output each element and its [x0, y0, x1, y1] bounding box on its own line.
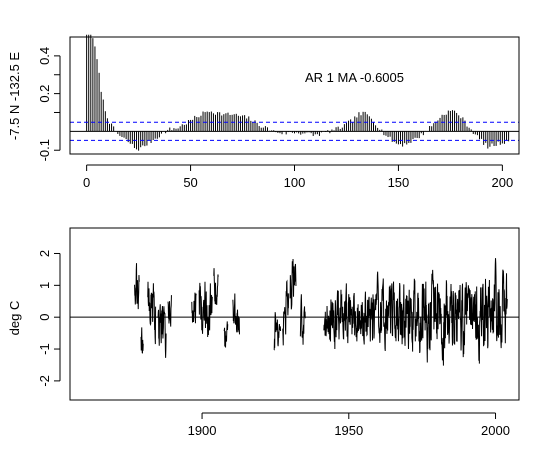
temperature-segment — [147, 281, 157, 345]
temperature-x-axis: 1900 1950 2000 — [188, 412, 510, 438]
temperature-y-tick-label: 2 — [37, 250, 52, 257]
temperature-segment — [232, 293, 240, 335]
acf-bars — [86, 34, 510, 151]
temperature-segment — [223, 321, 229, 348]
temperature-segment — [140, 327, 144, 354]
acf-model-annotation: AR 1 MA -0.6005 — [305, 70, 404, 85]
temperature-y-axis: -2 -1 0 1 2 — [37, 250, 61, 387]
temperature-segment — [273, 312, 282, 351]
temperature-y-tick-label: -1 — [37, 343, 52, 355]
acf-x-axis: 0 50 100 150 200 — [83, 164, 514, 190]
acf-y-tick-label: 0.2 — [37, 85, 52, 103]
temperature-segment — [134, 263, 140, 310]
acf-x-tick-label: 50 — [183, 175, 197, 190]
temperature-segment — [289, 258, 297, 310]
temperature-y-tick-label: -2 — [37, 375, 52, 387]
temperature-x-tick-label: 1950 — [334, 423, 363, 438]
temperature-segment — [299, 294, 306, 345]
temperature-y-tick-label: 1 — [37, 282, 52, 289]
acf-panel: 0 50 100 150 200 -0.10.20.4 AR 1 MA -0.6005 … — [7, 34, 520, 190]
acf-x-tick-label: 200 — [492, 175, 514, 190]
temperature-panel: 1900 1950 2000 -2 -1 0 1 2 deg C — [7, 227, 520, 438]
temperature-segment — [191, 292, 197, 324]
acf-y-tick-label: 0.4 — [37, 47, 52, 65]
temperature-y-axis-label: deg C — [7, 301, 22, 336]
temperature-segment — [213, 268, 219, 305]
acf-x-tick-label: 100 — [284, 175, 306, 190]
temperature-x-tick-label: 2000 — [481, 423, 510, 438]
temperature-series — [134, 258, 508, 366]
acf-y-axis: -0.1 0.2 0.4 — [37, 47, 61, 161]
temperature-segment — [282, 279, 290, 346]
acf-plot-frame — [69, 36, 520, 155]
temperature-segment — [167, 295, 172, 327]
acf-x-tick-label: 0 — [83, 175, 90, 190]
temperature-segment — [198, 281, 213, 338]
acf-y-tick-label: -0.1 — [37, 139, 52, 161]
acf-y-axis-label: -7.5 N -132.5 E — [7, 52, 22, 140]
temperature-plot-frame — [69, 227, 520, 401]
temperature-y-tick-label: 0 — [37, 314, 52, 321]
temperature-x-tick-label: 1900 — [188, 423, 217, 438]
acf-x-tick-label: 150 — [388, 175, 410, 190]
temperature-segment — [323, 258, 508, 366]
temperature-segment — [157, 304, 167, 358]
